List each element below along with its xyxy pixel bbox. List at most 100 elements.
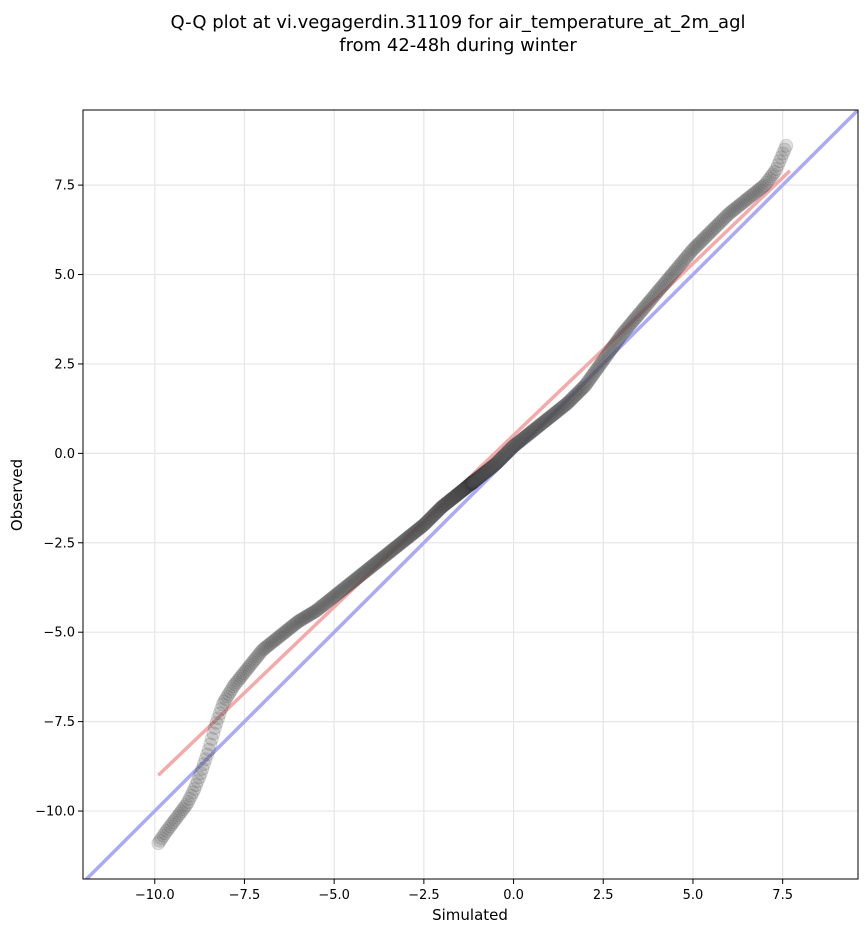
qq-point [735, 196, 750, 211]
x-tick-label: −10.0 [135, 888, 175, 903]
qq-point [476, 466, 491, 481]
qq-point [350, 570, 365, 585]
qq-point [459, 479, 474, 494]
qq-point [320, 594, 335, 609]
qq-point [733, 197, 748, 212]
qq-point [516, 431, 531, 446]
qq-point [530, 419, 545, 434]
qq-point [466, 474, 481, 489]
y-axis-ticks: −10.0 −7.5 −5.0 −2.5 0.0 2.5 5.0 7.5 [35, 179, 83, 820]
qq-point [221, 686, 236, 701]
qq-point [489, 456, 504, 471]
qq-point [465, 475, 480, 490]
qq-point [218, 692, 233, 707]
qq-point [314, 599, 329, 614]
qq-point [465, 475, 480, 490]
qq-point [673, 257, 688, 272]
qq-point [474, 468, 489, 483]
qq-point [532, 418, 547, 433]
qq-point [389, 539, 404, 554]
qq-point [424, 510, 439, 525]
qq-point [430, 504, 445, 519]
y-tick-label: 2.5 [54, 357, 75, 372]
qq-point [297, 610, 312, 625]
qq-point [670, 261, 685, 276]
qq-point [643, 292, 658, 307]
qq-point [464, 476, 479, 491]
qq-point [348, 572, 363, 587]
qq-point [465, 475, 480, 490]
qq-point [689, 239, 704, 254]
qq-point [420, 514, 435, 529]
qq-point [601, 346, 616, 361]
qq-point [660, 273, 675, 288]
qq-point [387, 541, 402, 556]
qq-point [449, 488, 464, 503]
qq-point [690, 237, 705, 252]
qq-point [609, 334, 624, 349]
qq-point [195, 761, 210, 776]
qq-point [402, 529, 417, 544]
qq-point [463, 477, 478, 492]
qq-point [652, 283, 667, 298]
qq-point [568, 388, 583, 403]
qq-point [431, 503, 446, 518]
qq-point [656, 278, 671, 293]
qq-point [469, 472, 484, 487]
qq-point [519, 429, 534, 444]
qq-point [465, 475, 480, 490]
qq-point [595, 354, 610, 369]
qq-point [487, 457, 502, 472]
qq-point [604, 341, 619, 356]
qq-point [739, 192, 754, 207]
qq-point [462, 477, 477, 492]
qq-point [450, 487, 465, 502]
qq-point [292, 613, 307, 628]
qq-point [251, 647, 266, 662]
qq-point [217, 694, 232, 709]
qq-point [496, 449, 511, 464]
qq-point [298, 609, 313, 624]
qq-point [494, 450, 509, 465]
qq-point [439, 496, 454, 511]
qq-point [396, 533, 411, 548]
qq-point [473, 468, 488, 483]
qq-point [713, 215, 728, 230]
qq-point [631, 307, 646, 322]
qq-point [454, 483, 469, 498]
qq-point [453, 485, 468, 500]
qq-point [477, 465, 492, 480]
qq-point [467, 473, 482, 488]
qq-point [247, 653, 262, 668]
qq-point [293, 613, 308, 628]
qq-point [686, 242, 701, 257]
qq-point [466, 474, 481, 489]
qq-point [382, 545, 397, 560]
qq-point [674, 256, 689, 271]
qq-point [614, 327, 629, 342]
qq-point [341, 578, 356, 593]
qq-point [464, 476, 479, 491]
qq-point [465, 475, 480, 490]
qq-point [562, 394, 577, 409]
qq-point [678, 250, 693, 265]
qq-point [244, 656, 259, 671]
qq-point [464, 476, 479, 491]
qq-point [544, 409, 559, 424]
qq-point [719, 209, 734, 224]
qq-point [468, 472, 483, 487]
qq-point [506, 439, 521, 454]
qq-point [405, 527, 420, 542]
qq-point [423, 510, 438, 525]
qq-point [441, 494, 456, 509]
qq-point [198, 752, 213, 767]
qq-point [316, 597, 331, 612]
qq-point [209, 715, 224, 730]
qq-point [621, 319, 636, 334]
qq-point [539, 413, 554, 428]
qq-point [582, 373, 597, 388]
qq-point [485, 459, 500, 474]
qq-point [172, 806, 187, 821]
qq-point [467, 473, 482, 488]
qq-point [372, 553, 387, 568]
